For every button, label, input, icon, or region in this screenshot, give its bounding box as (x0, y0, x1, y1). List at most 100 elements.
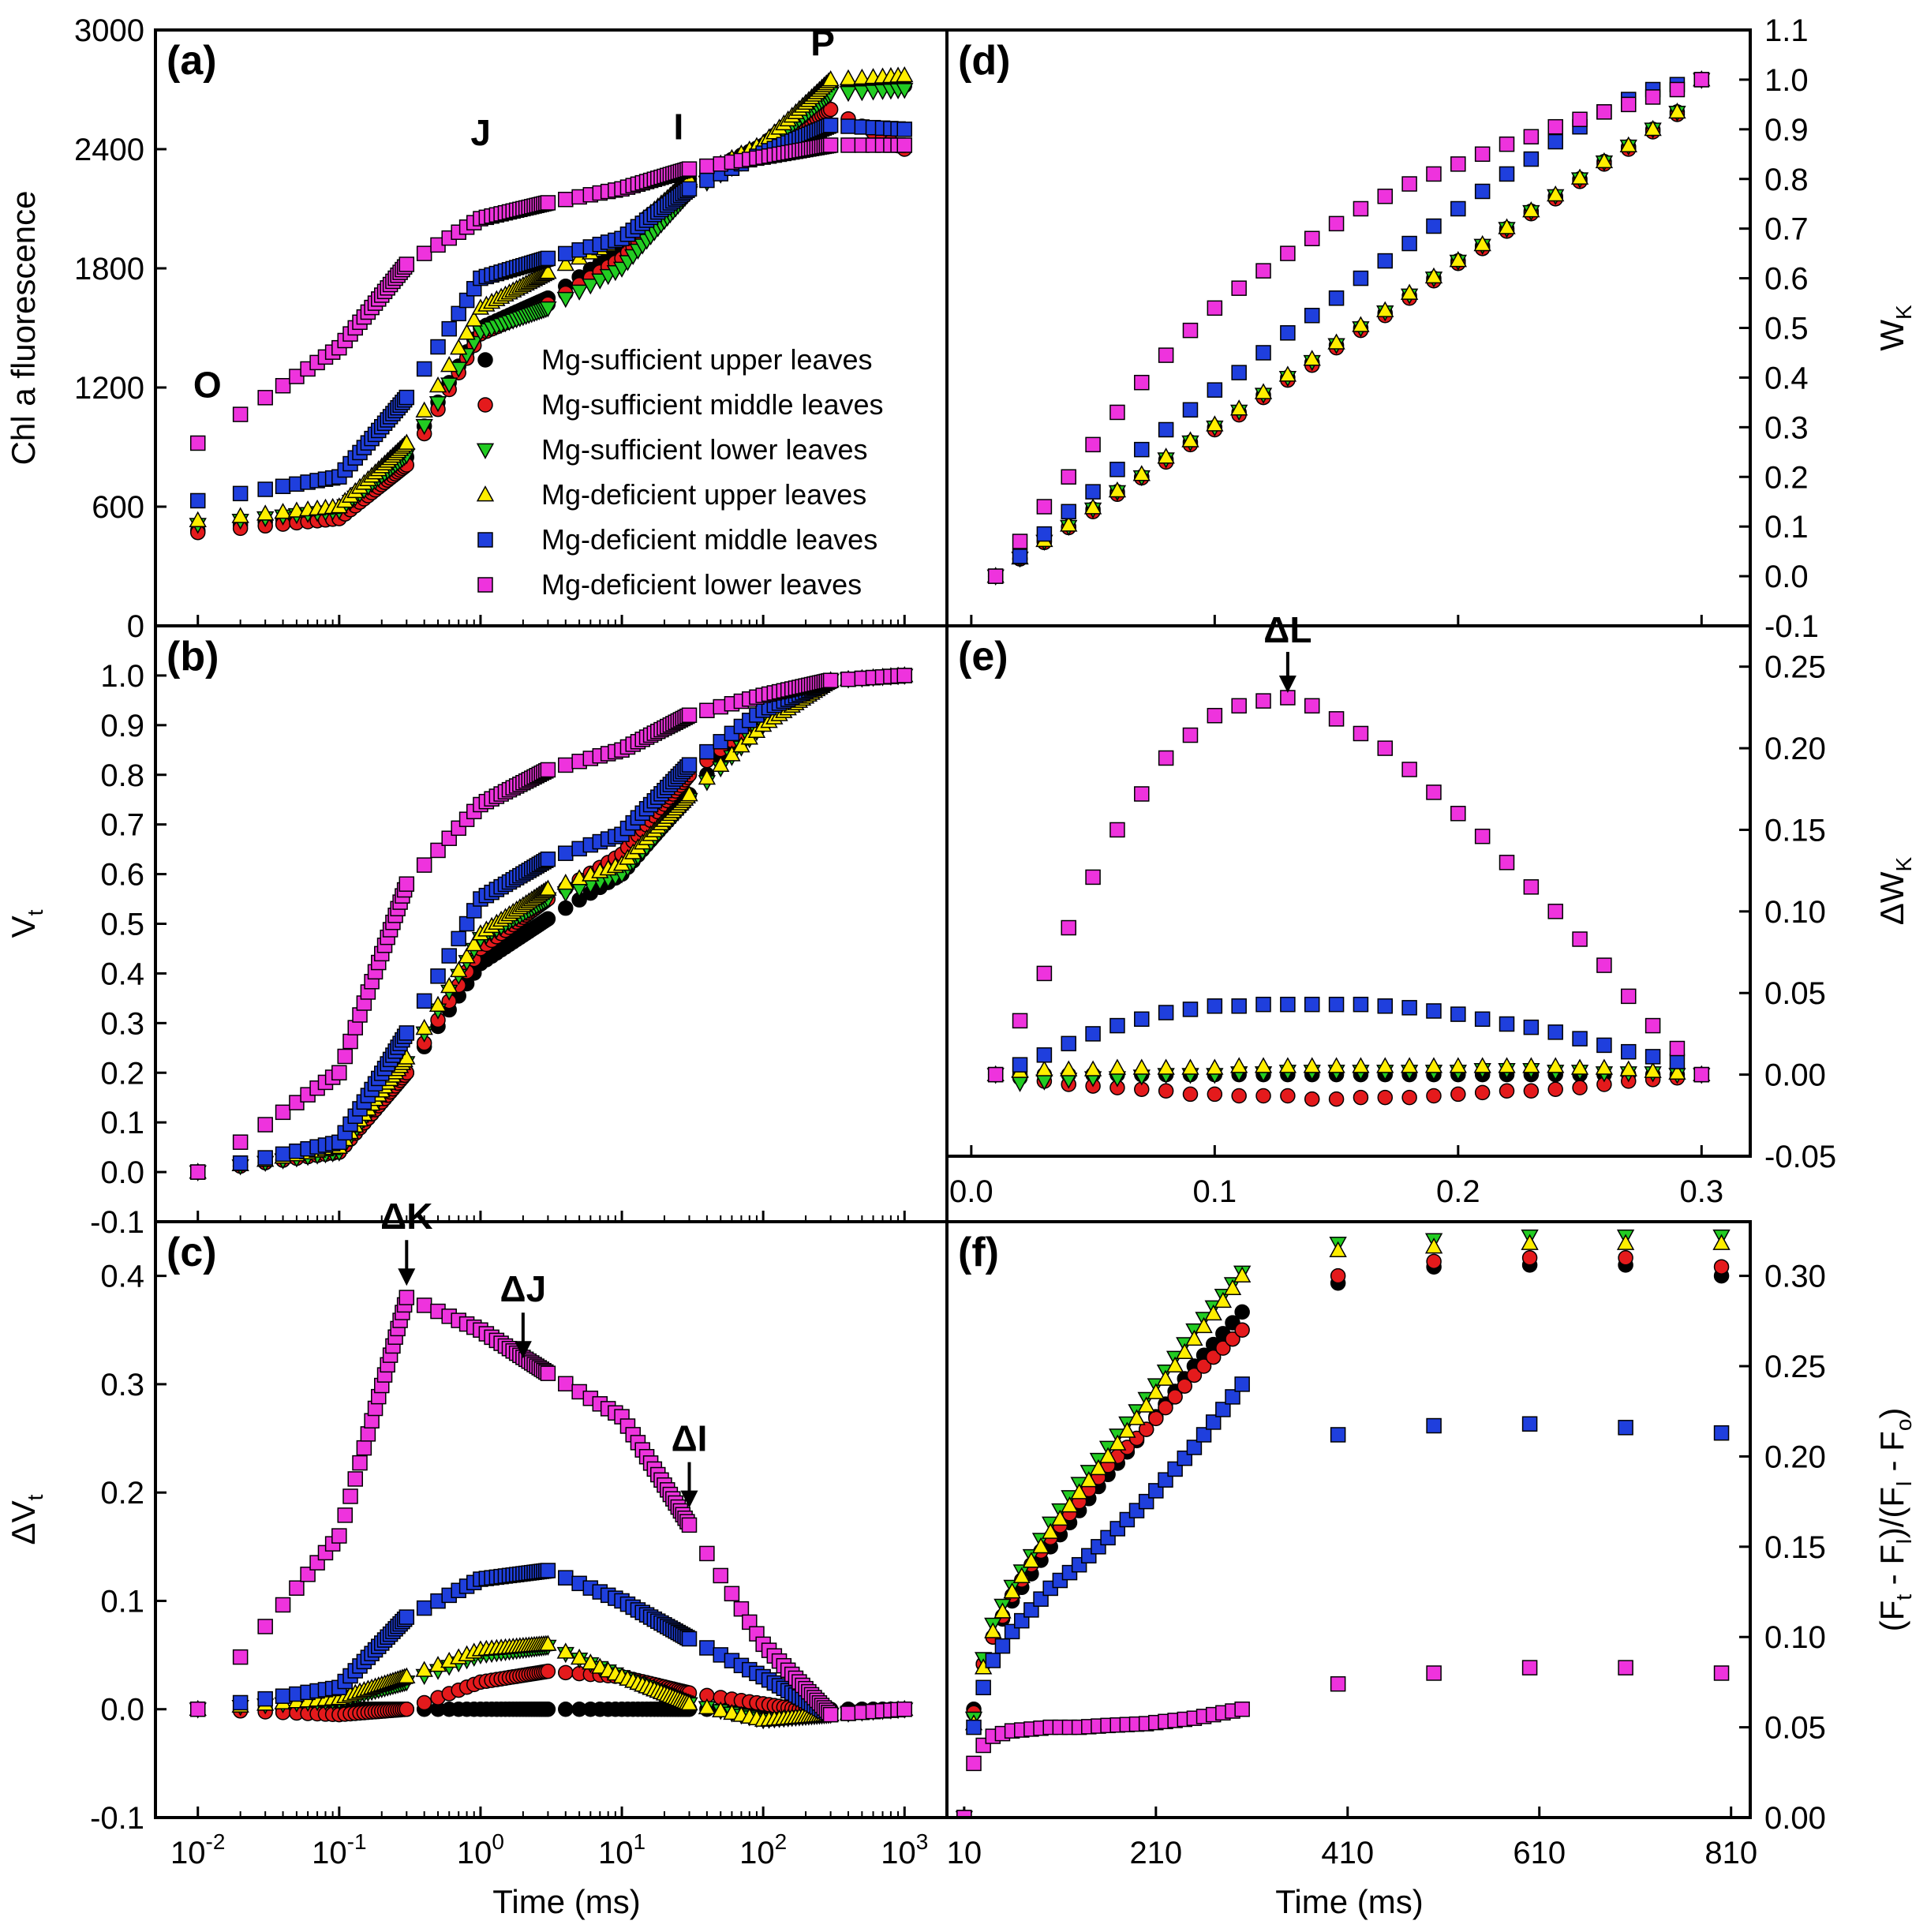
data-point (1207, 707, 1223, 724)
data-point (1353, 996, 1369, 1013)
data-point (1621, 96, 1637, 113)
data-points (986, 70, 1711, 586)
data-point (465, 335, 483, 353)
x-tick-label: 0.1 (1193, 1174, 1237, 1209)
data-point (1547, 1057, 1565, 1073)
data-point (1061, 1496, 1079, 1513)
data-point (1304, 1091, 1320, 1107)
data-point (1669, 81, 1686, 98)
data-point (1231, 280, 1247, 296)
data-point (1182, 322, 1199, 339)
data-point (1644, 1017, 1661, 1034)
data-point (477, 532, 493, 548)
data-point (232, 485, 249, 502)
data-point (450, 339, 468, 355)
y-tick-label: 0.10 (1764, 1620, 1826, 1655)
legend-label: Mg-deficient lower leaves (541, 568, 862, 601)
data-point (1206, 1058, 1224, 1075)
data-point (398, 389, 415, 406)
data-point (1644, 1061, 1662, 1078)
data-point (1206, 415, 1224, 432)
data-point (1012, 1057, 1028, 1073)
y-tick-label: 0.30 (1764, 1260, 1826, 1294)
y-tick-label: 1200 (74, 371, 144, 406)
data-point (540, 1663, 556, 1679)
x-tick-base: 10 (457, 1836, 492, 1870)
data-point (1255, 263, 1271, 279)
y-tick-label: 0.2 (100, 1056, 144, 1091)
y-tick-label: 0.10 (1764, 895, 1826, 930)
data-point (1303, 1057, 1321, 1073)
data-point (1669, 1040, 1686, 1057)
data-point (681, 707, 698, 723)
subscript: t (1891, 1594, 1916, 1601)
data-point (1619, 1060, 1637, 1076)
data-point (415, 1018, 433, 1035)
y-tick-label: 1.1 (1764, 13, 1809, 48)
annotation-arrow-label: ΔI (672, 1418, 708, 1459)
data-point (1352, 1057, 1370, 1073)
y-tick-label: 600 (92, 490, 144, 525)
y-tick-label: 0.2 (1764, 460, 1809, 495)
data-point (1669, 1054, 1686, 1069)
data-point (1523, 879, 1540, 895)
y-tick-label: 1800 (74, 252, 144, 286)
subscript: K (1891, 305, 1916, 320)
data-point (1596, 957, 1612, 973)
data-point (724, 1586, 740, 1602)
x-tick-label: 100 (457, 1829, 504, 1870)
data-point (1158, 1083, 1174, 1099)
annotation-P: P (810, 23, 835, 64)
data-point (189, 511, 207, 528)
y-tick-label: 0.6 (1764, 262, 1809, 297)
data-point (275, 1597, 291, 1613)
data-point (1498, 218, 1516, 234)
data-point (275, 377, 291, 394)
data-point (398, 1290, 415, 1305)
x-tick-label: 101 (598, 1829, 645, 1870)
y-tick-label: 0.3 (1764, 410, 1809, 445)
data-point (1596, 1037, 1612, 1054)
data-point (1426, 1088, 1442, 1104)
data-point (540, 1563, 556, 1578)
data-point (1713, 1259, 1730, 1275)
data-point (1572, 1031, 1588, 1046)
data-point (558, 245, 574, 262)
y-tick-label: 0.6 (100, 858, 144, 893)
data-point (1035, 1060, 1053, 1076)
data-point (1353, 270, 1369, 286)
data-point (1254, 383, 1273, 399)
data-point (1278, 1057, 1297, 1073)
data-point (1108, 1058, 1127, 1075)
data-point (1182, 1002, 1199, 1017)
data-point (428, 376, 447, 393)
data-point (257, 1117, 273, 1133)
panel-b: -0.1 0.0 0.1 0.2 0.3 0.4 0.5 0.6 0.7 0.8 0.9 1.0 (b)… (5, 624, 949, 1240)
data-point (1572, 1080, 1588, 1095)
data-point (1181, 1058, 1199, 1075)
data-point (1280, 325, 1296, 341)
y-tick-label: 0.4 (1764, 361, 1809, 395)
y-tick-label: 3000 (74, 13, 144, 48)
data-point (1134, 441, 1150, 458)
data-point (680, 785, 698, 802)
data-point (458, 915, 475, 932)
subscript: I (1891, 1481, 1916, 1487)
data-point (1547, 185, 1565, 202)
data-point (896, 122, 913, 137)
data-points (189, 66, 914, 541)
series-def_lower (956, 1660, 1730, 1816)
plot-frame (945, 28, 1752, 627)
data-point (1522, 1057, 1540, 1073)
data-point (681, 181, 698, 197)
panel-c: -0.10.00.10.20.30.410-2 10-1 100 101 102 103(… (5, 1196, 949, 1870)
series-def_lower (189, 668, 913, 1180)
data-point (558, 1701, 574, 1717)
data-point (698, 768, 717, 785)
legend-item: Mg-sufficient lower leaves (476, 433, 868, 466)
data-point (189, 1701, 206, 1717)
legend-label: Mg-sufficient upper leaves (541, 343, 873, 376)
y-tick-label: 0.1 (100, 1584, 144, 1619)
data-point (1521, 1660, 1538, 1676)
